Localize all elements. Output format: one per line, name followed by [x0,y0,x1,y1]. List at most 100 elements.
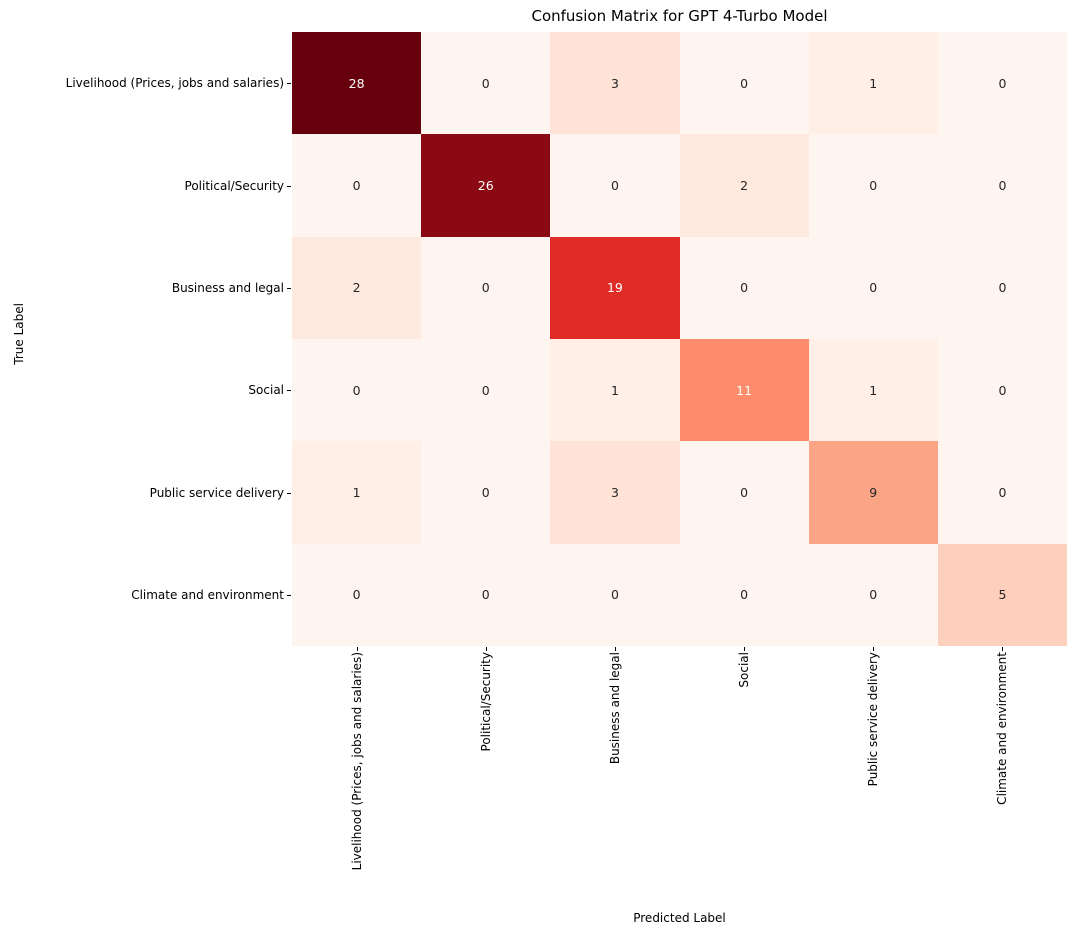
cell-value: 1 [610,382,619,398]
x-tick-label: Business and legal [607,652,622,765]
heatmap-cell: 0 [937,441,1067,544]
heatmap-cell: 5 [937,543,1067,646]
heatmap-cell: 0 [808,543,938,646]
y-tick-label: Business and legal [171,280,284,295]
cell-value: 1 [352,484,361,500]
cell-value: 28 [348,75,365,91]
cell-value: 11 [736,382,753,398]
heatmap-cell: 3 [550,441,680,544]
y-tick-label: Livelihood (Prices, jobs and salaries) [65,76,284,91]
y-tick-mark [287,83,291,85]
heatmap-cell: 1 [292,441,422,544]
y-tick-mark [287,594,291,596]
heatmap-cell: 0 [808,236,938,339]
cell-value: 0 [998,75,1007,91]
cell-value: 0 [481,280,490,296]
x-tick-label: Political/Security [478,652,493,752]
heatmap-cell: 0 [421,441,551,544]
cell-value: 0 [869,280,878,296]
y-tick-label: Public service delivery [149,485,284,500]
x-tick-mark [873,647,875,651]
cell-value: 0 [481,587,490,603]
heatmap-cell: 0 [679,441,809,544]
chart-title: Confusion Matrix for GPT 4-Turbo Model [531,7,828,25]
y-tick-mark [287,492,291,494]
cell-value: 0 [481,382,490,398]
x-tick-mark [1002,647,1004,651]
cell-value: 2 [740,177,749,193]
cell-value: 0 [481,75,490,91]
x-tick-mark [485,647,487,651]
heatmap-cell: 0 [679,236,809,339]
heatmap-cell: 0 [679,543,809,646]
heatmap-cell: 11 [679,339,809,442]
y-axis-label: True Label [12,303,26,365]
cell-value: 0 [869,587,878,603]
cell-value: 1 [869,382,878,398]
x-tick-label: Livelihood (Prices, jobs and salaries) [349,652,364,871]
cell-value: 26 [477,177,494,193]
cell-value: 3 [610,75,619,91]
x-tick-mark [614,647,616,651]
cell-value: 0 [352,382,361,398]
x-axis-label: Predicted Label [633,911,726,925]
heatmap-cell: 9 [808,441,938,544]
heatmap-cell: 1 [808,32,938,135]
heatmap-cell: 3 [550,32,680,135]
heatmap-cell: 2 [679,134,809,237]
y-tick-mark [287,287,291,289]
heatmap-cell: 0 [292,134,422,237]
cell-value: 0 [998,382,1007,398]
y-tick-mark [287,390,291,392]
cell-value: 0 [352,587,361,603]
x-tick-label: Public service delivery [866,652,881,787]
cell-value: 0 [869,177,878,193]
heatmap-cell: 0 [550,134,680,237]
heatmap-cell: 0 [292,339,422,442]
cell-value: 0 [352,177,361,193]
cell-value: 2 [352,280,361,296]
cell-value: 0 [998,280,1007,296]
cell-value: 0 [610,177,619,193]
cell-value: 0 [740,280,749,296]
heatmap-cell: 0 [421,236,551,339]
cell-value: 0 [481,484,490,500]
cell-value: 0 [740,484,749,500]
heatmap-cell: 0 [937,339,1067,442]
x-tick-label: Climate and environment [995,652,1010,805]
heatmap-cell: 0 [937,236,1067,339]
cell-value: 5 [998,587,1007,603]
heatmap-cell: 26 [421,134,551,237]
heatmap-cell: 1 [550,339,680,442]
heatmap-cell: 0 [292,543,422,646]
y-tick-mark [287,185,291,187]
heatmap-cell: 2 [292,236,422,339]
heatmap-cell: 0 [937,32,1067,135]
x-tick-label: Social [737,652,752,688]
heatmap-cell: 0 [808,134,938,237]
heatmap-cell: 0 [421,543,551,646]
heatmap-grid: 28 0 3 0 1 0 0 26 0 2 0 0 2 0 19 0 0 0 0 0 1 11 1 0 1 0 3 0 9 0 0 0 0 0 0 5 [292,32,1067,646]
cell-value: 3 [610,484,619,500]
cell-value: 0 [740,75,749,91]
heatmap-cell: 0 [421,32,551,135]
y-tick-label: Social [248,383,284,398]
cell-value: 0 [998,177,1007,193]
cell-value: 0 [998,484,1007,500]
x-tick-mark [356,647,358,651]
y-tick-label: Climate and environment [131,587,284,602]
heatmap-cell: 28 [292,32,422,135]
heatmap-cell: 1 [808,339,938,442]
x-tick-mark [744,647,746,651]
heatmap-cell: 0 [937,134,1067,237]
heatmap-cell: 0 [679,32,809,135]
cell-value: 0 [610,587,619,603]
cell-value: 19 [606,280,623,296]
heatmap-cell: 0 [421,339,551,442]
heatmap-cell: 19 [550,236,680,339]
cell-value: 1 [869,75,878,91]
cell-value: 9 [869,484,878,500]
y-tick-label: Political/Security [184,178,284,193]
cell-value: 0 [740,587,749,603]
